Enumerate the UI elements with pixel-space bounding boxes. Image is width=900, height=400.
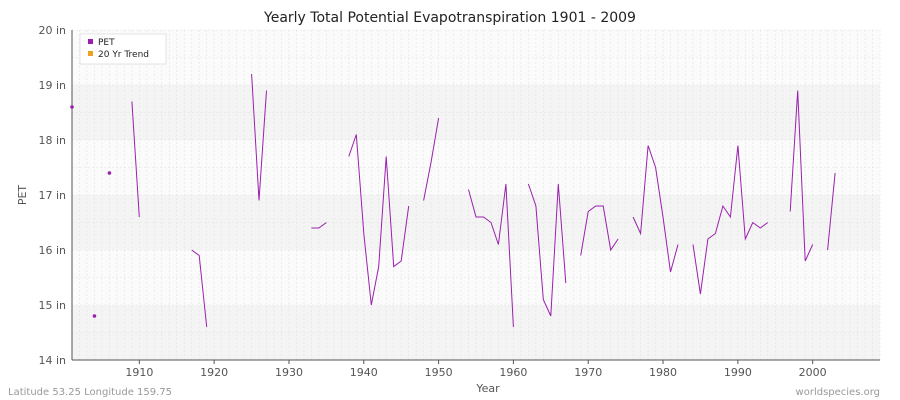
legend-swatch-pet bbox=[88, 39, 93, 44]
y-axis-title: PET bbox=[16, 185, 29, 206]
legend-label-pet: PET bbox=[98, 38, 115, 48]
pet-line-segment bbox=[191, 249, 208, 328]
x-tick-label: 1980 bbox=[649, 366, 677, 379]
pet-point bbox=[70, 105, 74, 109]
y-tick-label: 18 in bbox=[38, 134, 66, 147]
x-tick-label: 1990 bbox=[724, 366, 752, 379]
pet-line-segment bbox=[692, 145, 769, 295]
y-tick-label: 14 in bbox=[38, 354, 66, 367]
footer-location: Latitude 53.25 Longitude 159.75 bbox=[8, 387, 172, 398]
pet-line-segment bbox=[632, 145, 679, 273]
y-tick-label: 15 in bbox=[38, 299, 66, 312]
pet-line-segment bbox=[251, 73, 267, 201]
legend-label-trend: 20 Yr Trend bbox=[98, 50, 149, 60]
series-layer bbox=[70, 73, 836, 328]
y-tick-label: 20 in bbox=[38, 24, 66, 37]
pet-line-segment bbox=[131, 101, 140, 218]
pet-line-segment bbox=[789, 90, 814, 262]
grid-lines bbox=[71, 29, 881, 361]
pet-line-segment bbox=[423, 117, 440, 201]
legend-box bbox=[79, 33, 167, 65]
pet-point bbox=[92, 314, 97, 318]
pet-line-segment bbox=[527, 183, 567, 317]
pet-line-segment bbox=[827, 172, 836, 251]
y-tick-label: 19 in bbox=[38, 79, 66, 92]
x-tick-label: 1920 bbox=[200, 366, 228, 379]
x-tick-label: 1940 bbox=[350, 366, 378, 379]
pet-point bbox=[107, 171, 112, 175]
x-tick-label: 1960 bbox=[499, 366, 527, 379]
pet-line-segment bbox=[468, 183, 514, 328]
footer-source: worldspecies.org bbox=[796, 387, 880, 398]
x-axis-title: Year bbox=[475, 382, 500, 395]
x-tick-label: 1930 bbox=[275, 366, 303, 379]
pet-line-segment bbox=[348, 134, 410, 306]
x-tick-label: 1910 bbox=[125, 366, 153, 379]
axes bbox=[71, 30, 880, 361]
x-tick-label: 1950 bbox=[425, 366, 453, 379]
legend: PET 20 Yr Trend bbox=[79, 33, 167, 65]
y-tick-label: 17 in bbox=[38, 189, 66, 202]
legend-swatch-trend bbox=[88, 51, 93, 56]
chart-title: Yearly Total Potential Evapotranspiratio… bbox=[263, 10, 636, 26]
y-tick-label: 16 in bbox=[38, 244, 66, 257]
x-tick-label: 1970 bbox=[574, 366, 602, 379]
pet-line-segment bbox=[311, 222, 327, 229]
tick-labels: 1910 1920 1930 1940 1950 1960 1970 1980 1990 2000… bbox=[38, 24, 826, 379]
pet-line-segment bbox=[580, 205, 619, 256]
x-tick-label: 2000 bbox=[799, 366, 827, 379]
